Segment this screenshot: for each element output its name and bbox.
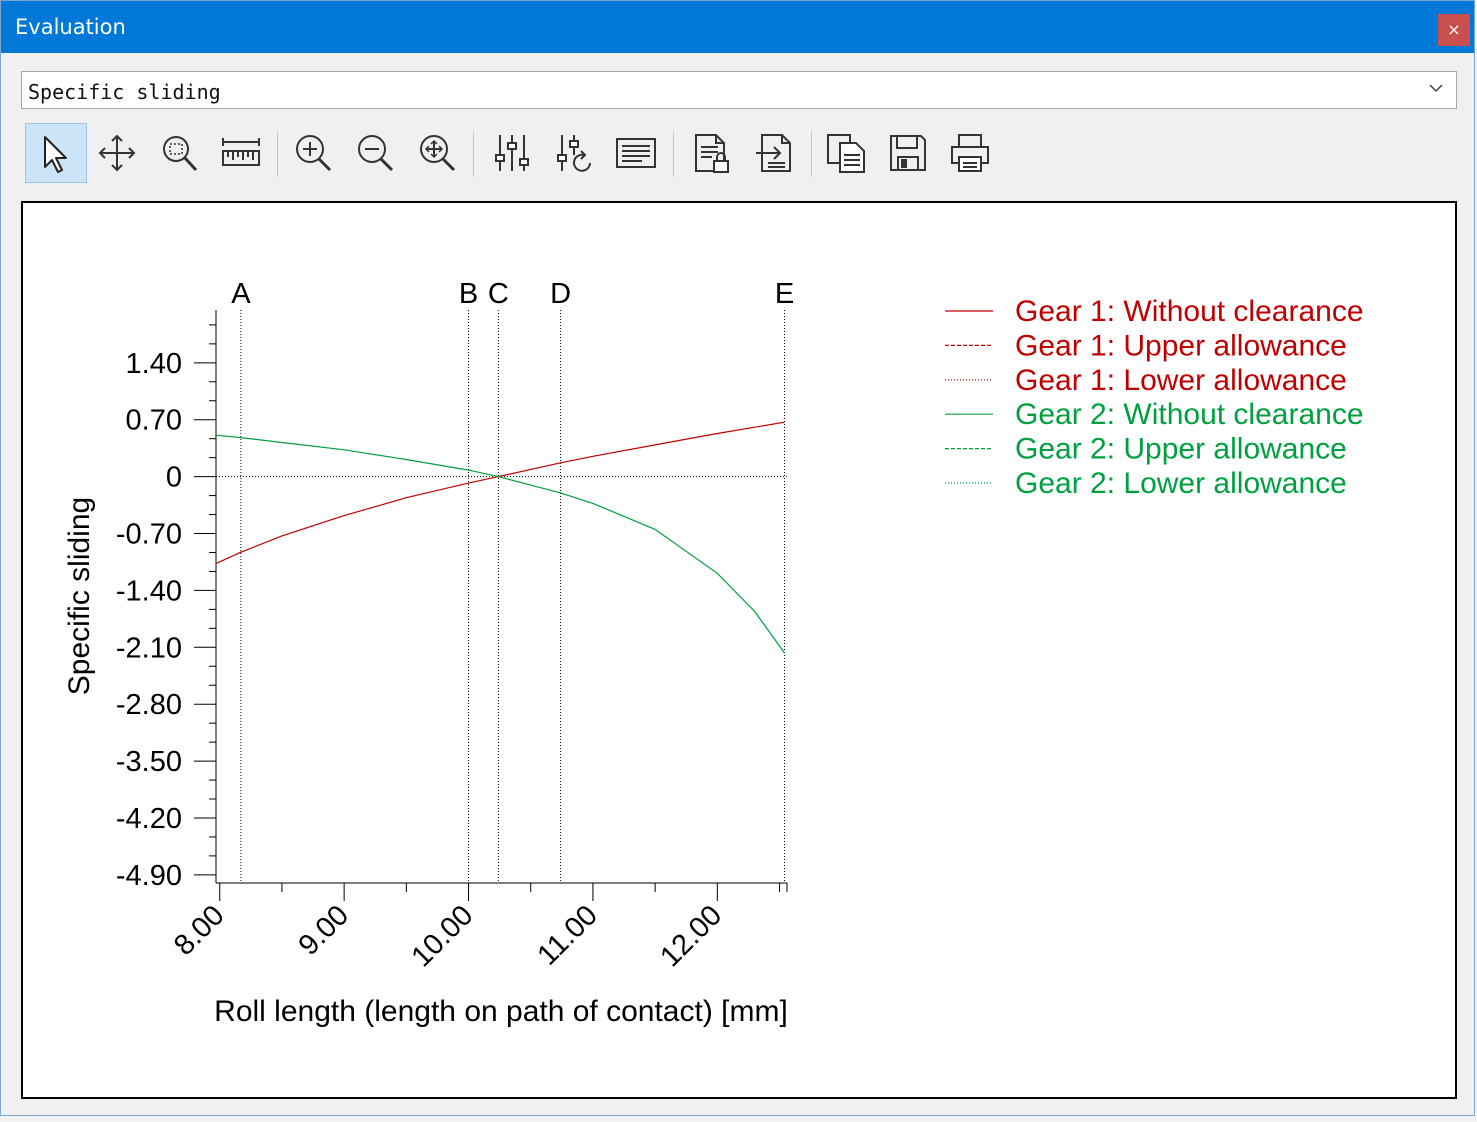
y-tick-label: 0.70 bbox=[126, 405, 182, 437]
report-button[interactable] bbox=[681, 123, 743, 183]
export-button[interactable] bbox=[743, 123, 805, 183]
y-tick-label: -4.90 bbox=[116, 860, 182, 892]
marker-label-c: C bbox=[488, 278, 509, 310]
y-tick-label: 1.40 bbox=[126, 348, 182, 380]
y-tick-label: -2.10 bbox=[116, 632, 182, 664]
zoom-in-button[interactable] bbox=[282, 123, 344, 183]
window-title: Evaluation bbox=[15, 15, 126, 39]
move-arrows-icon bbox=[98, 134, 136, 172]
document-lock-icon bbox=[695, 134, 729, 173]
y-tick-label: -4.20 bbox=[116, 803, 182, 835]
y-tick-label: -2.80 bbox=[116, 689, 182, 721]
specific-sliding-chart[interactable]: 1.40 0.70 0 -0.70 -1.40 -2.10 -2.80 -3.50 -4.20 -… bbox=[23, 203, 1455, 1097]
cursor-arrow-icon bbox=[44, 136, 67, 173]
x-tick-label: 11.00 bbox=[531, 899, 603, 971]
pan-tool-button[interactable] bbox=[86, 123, 148, 183]
legend-entry-1: Gear 1: Upper allowance bbox=[1015, 329, 1347, 362]
print-button[interactable] bbox=[939, 123, 1001, 183]
legend-entry-0: Gear 1: Without clearance bbox=[1015, 295, 1364, 328]
y-tick-label: -0.70 bbox=[116, 519, 182, 551]
series-line-3 bbox=[215, 434, 785, 654]
table-view-button[interactable] bbox=[605, 123, 667, 183]
text-list-icon bbox=[616, 138, 656, 168]
zoom-out-button[interactable] bbox=[344, 123, 406, 183]
x-tick-label: 12.00 bbox=[654, 899, 728, 973]
toolbar bbox=[21, 123, 1021, 185]
x-axis-label: Roll length (length on path of contact) … bbox=[214, 995, 788, 1028]
reset-settings-button[interactable] bbox=[543, 123, 605, 183]
plot-area[interactable]: 1.40 0.70 0 -0.70 -1.40 -2.10 -2.80 -3.50 -4.20 -… bbox=[21, 201, 1457, 1099]
zoom-out-icon bbox=[358, 135, 394, 172]
legend-entry-4: Gear 2: Upper allowance bbox=[1015, 433, 1347, 466]
legend-entry-5: Gear 2: Lower allowance bbox=[1015, 467, 1347, 500]
zoom-fit-icon bbox=[420, 135, 456, 172]
save-button[interactable] bbox=[877, 123, 939, 183]
toolbar-separator bbox=[673, 131, 674, 177]
evaluation-type-select[interactable]: Specific sliding bbox=[21, 71, 1457, 109]
zoom-fit-button[interactable] bbox=[406, 123, 468, 183]
marker-label-e: E bbox=[775, 278, 794, 310]
marker-label-b: B bbox=[459, 278, 478, 310]
y-axis-label: Specific sliding bbox=[63, 497, 96, 695]
x-tick-label: 8.00 bbox=[168, 899, 231, 962]
marker-label-d: D bbox=[550, 278, 571, 310]
title-bar[interactable]: Evaluation × bbox=[1, 1, 1474, 53]
settings-button[interactable] bbox=[481, 123, 543, 183]
ruler-icon bbox=[222, 138, 260, 166]
toolbar-separator bbox=[811, 131, 812, 177]
y-tick-label: -1.40 bbox=[116, 575, 182, 607]
printer-icon bbox=[951, 134, 989, 172]
x-tick-label: 9.00 bbox=[293, 899, 356, 962]
x-tick-label: 10.00 bbox=[406, 899, 480, 973]
marker-label-a: A bbox=[231, 278, 251, 310]
toolbar-separator bbox=[277, 131, 278, 177]
sliders-refresh-icon bbox=[557, 135, 591, 172]
legend-entry-3: Gear 2: Without clearance bbox=[1015, 398, 1364, 431]
sliders-icon bbox=[495, 135, 529, 171]
y-tick-label: 0 bbox=[166, 462, 182, 494]
zoom-in-icon bbox=[296, 135, 332, 172]
zoom-window-button[interactable] bbox=[148, 123, 210, 183]
legend-entry-2: Gear 1: Lower allowance bbox=[1015, 364, 1347, 397]
chevron-down-icon bbox=[1429, 84, 1443, 93]
document-export-icon bbox=[756, 134, 791, 172]
zoom-window-icon bbox=[163, 136, 198, 172]
evaluation-type-value: Specific sliding bbox=[28, 80, 221, 104]
copy-button[interactable] bbox=[815, 123, 877, 183]
close-button[interactable]: × bbox=[1438, 14, 1470, 46]
toolbar-separator bbox=[473, 131, 474, 177]
floppy-disk-icon bbox=[890, 135, 926, 171]
select-tool-button[interactable] bbox=[25, 123, 87, 183]
copy-icon bbox=[827, 134, 865, 173]
measure-button[interactable] bbox=[210, 123, 272, 183]
series-line-0 bbox=[215, 421, 785, 565]
y-tick-label: -3.50 bbox=[116, 746, 182, 778]
